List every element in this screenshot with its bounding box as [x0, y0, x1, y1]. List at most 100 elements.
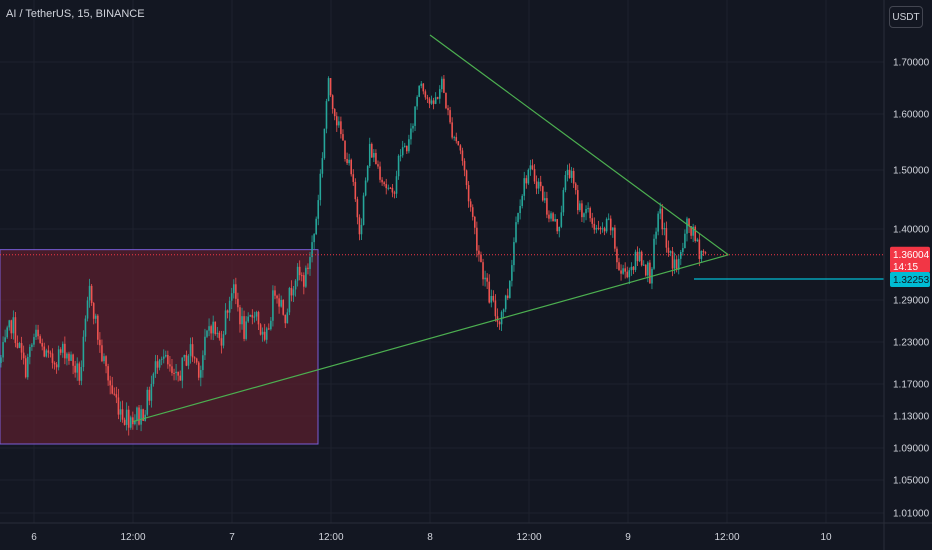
candle	[187, 354, 190, 370]
candle	[247, 312, 249, 323]
candle	[26, 353, 29, 380]
candle	[597, 220, 600, 231]
candle	[441, 76, 443, 93]
price-tick-label: 1.13000	[893, 412, 930, 423]
candle	[101, 339, 103, 363]
candle	[488, 274, 491, 304]
candle	[350, 158, 352, 177]
candle	[605, 217, 608, 234]
candle	[158, 358, 161, 371]
candle	[486, 273, 488, 290]
candle	[167, 350, 169, 369]
candle	[647, 261, 649, 283]
currency-button[interactable]: USDT	[889, 6, 923, 28]
candle	[348, 153, 350, 166]
candle	[618, 257, 620, 271]
trendline-lower[interactable]	[132, 254, 729, 423]
current-price-value: 1.36004	[893, 250, 930, 261]
candle	[232, 279, 235, 299]
candle	[434, 92, 437, 105]
candle	[216, 326, 219, 338]
candle	[506, 288, 509, 300]
candle	[146, 386, 149, 417]
candle	[527, 168, 530, 185]
candle	[90, 283, 93, 306]
candle	[22, 345, 25, 365]
candle	[511, 259, 513, 287]
candle	[33, 333, 35, 348]
candle	[286, 308, 289, 324]
candle	[245, 316, 247, 341]
candle	[426, 94, 429, 104]
candle	[208, 318, 210, 337]
candle	[181, 357, 184, 389]
candle	[568, 163, 571, 179]
candle	[375, 149, 377, 165]
candles	[0, 74, 707, 436]
candle	[657, 211, 659, 236]
candle	[241, 307, 243, 330]
time-tick-label: 9	[625, 532, 631, 543]
price-tick-label: 1.50000	[893, 166, 930, 177]
candle	[581, 200, 583, 222]
candle	[521, 194, 523, 209]
candle	[622, 264, 624, 275]
candle	[671, 247, 674, 277]
candle	[620, 264, 622, 281]
candle	[496, 308, 499, 328]
candle	[274, 285, 276, 300]
candle	[609, 215, 612, 236]
candle	[358, 214, 361, 241]
candle	[307, 263, 309, 275]
trendline-upper[interactable]	[429, 34, 729, 256]
candle	[228, 296, 231, 321]
candle	[103, 353, 105, 364]
candle	[517, 212, 519, 225]
candle	[484, 270, 486, 287]
current-price-label	[890, 246, 930, 273]
candle	[64, 336, 66, 365]
candle	[237, 292, 239, 312]
candle	[373, 149, 375, 162]
candle	[474, 215, 476, 235]
price-tick-label: 1.09000	[893, 444, 930, 455]
time-axis[interactable]: 6 12:00 7 12:00 8 12:00 9 12:00 10	[31, 532, 832, 543]
candle	[331, 94, 334, 114]
candle	[562, 187, 565, 216]
candle	[140, 405, 142, 432]
candle	[480, 251, 482, 263]
candle	[389, 186, 392, 190]
candle	[88, 278, 91, 308]
candle	[471, 204, 474, 221]
candle	[29, 344, 31, 365]
candle	[634, 249, 637, 273]
chart-title: AI / TetherUS, 15, BINANCE	[6, 8, 145, 20]
candle	[282, 299, 285, 316]
candle	[255, 310, 258, 321]
candle	[94, 313, 97, 324]
candle	[325, 98, 328, 134]
candle	[636, 246, 639, 267]
candle	[377, 160, 379, 169]
candle	[476, 221, 478, 258]
range-box[interactable]	[0, 249, 319, 445]
candle	[317, 194, 320, 226]
candle	[2, 336, 4, 362]
candle	[546, 191, 548, 219]
candle	[548, 210, 550, 223]
candle	[667, 240, 670, 257]
candle	[663, 222, 666, 236]
candle	[280, 295, 282, 308]
candle	[125, 402, 128, 431]
candle	[412, 123, 414, 133]
candle	[305, 265, 307, 288]
candle	[649, 259, 651, 284]
candle	[574, 182, 577, 195]
candle	[169, 356, 171, 372]
time-tick-label: 12:00	[120, 532, 145, 543]
candle	[173, 368, 175, 381]
candle	[601, 222, 604, 233]
price-axis[interactable]: 1.70000 1.60000 1.50000 1.40000 1.29000 1.230…	[893, 58, 930, 520]
